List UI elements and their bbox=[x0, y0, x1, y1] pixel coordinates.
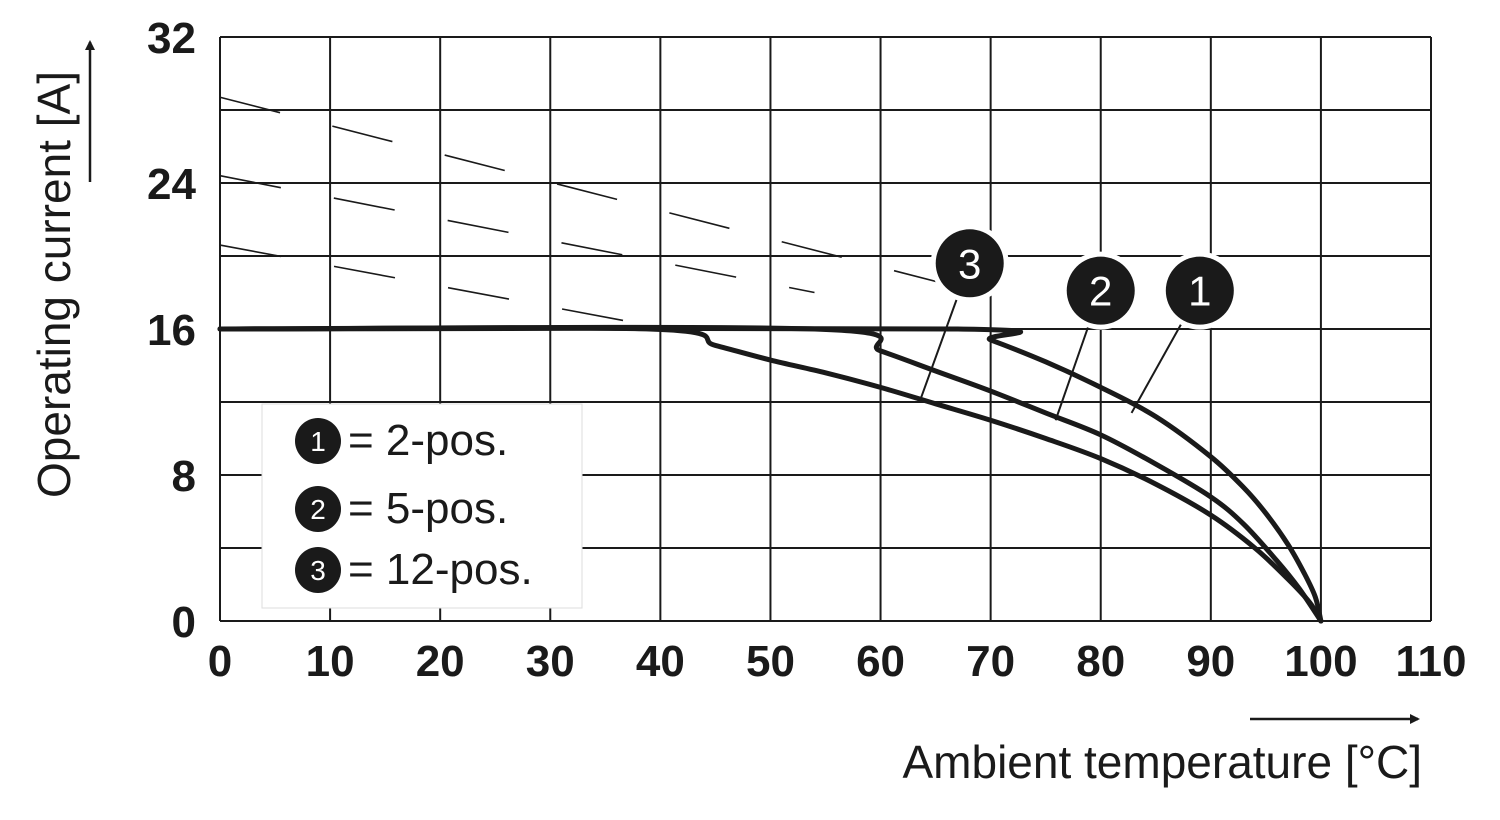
legend-label-3: = 12-pos. bbox=[348, 545, 533, 594]
x-tick-labels: 0 10 20 30 40 50 60 70 80 90 100 110 bbox=[208, 637, 1467, 686]
callout-2-circle bbox=[1066, 256, 1135, 325]
x-tick-label: 100 bbox=[1284, 637, 1357, 686]
series-2-dashed-extension bbox=[219, 174, 815, 294]
legend-item-3: 3 = 12-pos. bbox=[295, 545, 533, 594]
legend-marker-2-label: 2 bbox=[310, 494, 326, 525]
callout-1-label: 1 bbox=[1188, 268, 1211, 315]
y-tick-labels: 0 8 16 24 32 bbox=[147, 14, 196, 647]
x-tick-label: 50 bbox=[746, 637, 795, 686]
y-tick-label: 32 bbox=[147, 14, 196, 63]
callout-3-leader bbox=[919, 294, 960, 401]
x-tick-label: 110 bbox=[1396, 637, 1467, 686]
y-tick-label: 8 bbox=[172, 452, 196, 501]
dashed-extensions bbox=[219, 96, 958, 327]
legend: 1 = 2-pos. 2 = 5-pos. 3 = 12-pos. bbox=[261, 403, 583, 609]
y-tick-label: 0 bbox=[172, 598, 196, 647]
legend-marker-3-label: 3 bbox=[310, 555, 326, 586]
x-tick-label: 30 bbox=[526, 637, 575, 686]
series-1-dashed-extension bbox=[219, 96, 958, 288]
y-axis-label: Operating current [A] bbox=[28, 71, 80, 498]
legend-label-1: = 2-pos. bbox=[348, 416, 508, 465]
callout-1-circle bbox=[1165, 256, 1234, 325]
y-tick-label: 24 bbox=[147, 160, 196, 209]
legend-marker-2 bbox=[295, 486, 341, 532]
callout-2-leader bbox=[1054, 322, 1091, 421]
callout-3-label: 3 bbox=[958, 240, 981, 287]
callout-3-circle bbox=[935, 229, 1004, 298]
y-tick-label: 16 bbox=[147, 306, 196, 355]
x-tick-label: 40 bbox=[636, 637, 685, 686]
x-tick-label: 90 bbox=[1186, 637, 1235, 686]
legend-label-2: = 5-pos. bbox=[348, 484, 508, 533]
legend-marker-3 bbox=[295, 547, 341, 593]
series-3-dashed-extension bbox=[219, 244, 650, 327]
x-tick-label: 10 bbox=[306, 637, 355, 686]
series-1-curve bbox=[217, 325, 1324, 624]
callout-1-leader bbox=[1130, 319, 1185, 414]
x-tick-label: 60 bbox=[856, 637, 905, 686]
x-tick-label: 0 bbox=[208, 637, 232, 686]
legend-marker-1-label: 1 bbox=[310, 426, 326, 457]
legend-item-1: 1 = 2-pos. bbox=[295, 416, 508, 465]
x-axis-label: Ambient temperature [°C] bbox=[903, 736, 1423, 788]
legend-item-2: 2 = 5-pos. bbox=[295, 484, 508, 533]
curves bbox=[217, 324, 1324, 624]
series-2-curve bbox=[217, 324, 1324, 624]
callout-2-label: 2 bbox=[1089, 268, 1112, 315]
x-tick-label: 70 bbox=[966, 637, 1015, 686]
x-tick-label: 20 bbox=[416, 637, 465, 686]
legend-marker-1 bbox=[295, 418, 341, 464]
callouts: 3 2 1 bbox=[919, 224, 1239, 421]
x-tick-label: 80 bbox=[1076, 637, 1125, 686]
series-3-curve bbox=[217, 325, 1324, 624]
